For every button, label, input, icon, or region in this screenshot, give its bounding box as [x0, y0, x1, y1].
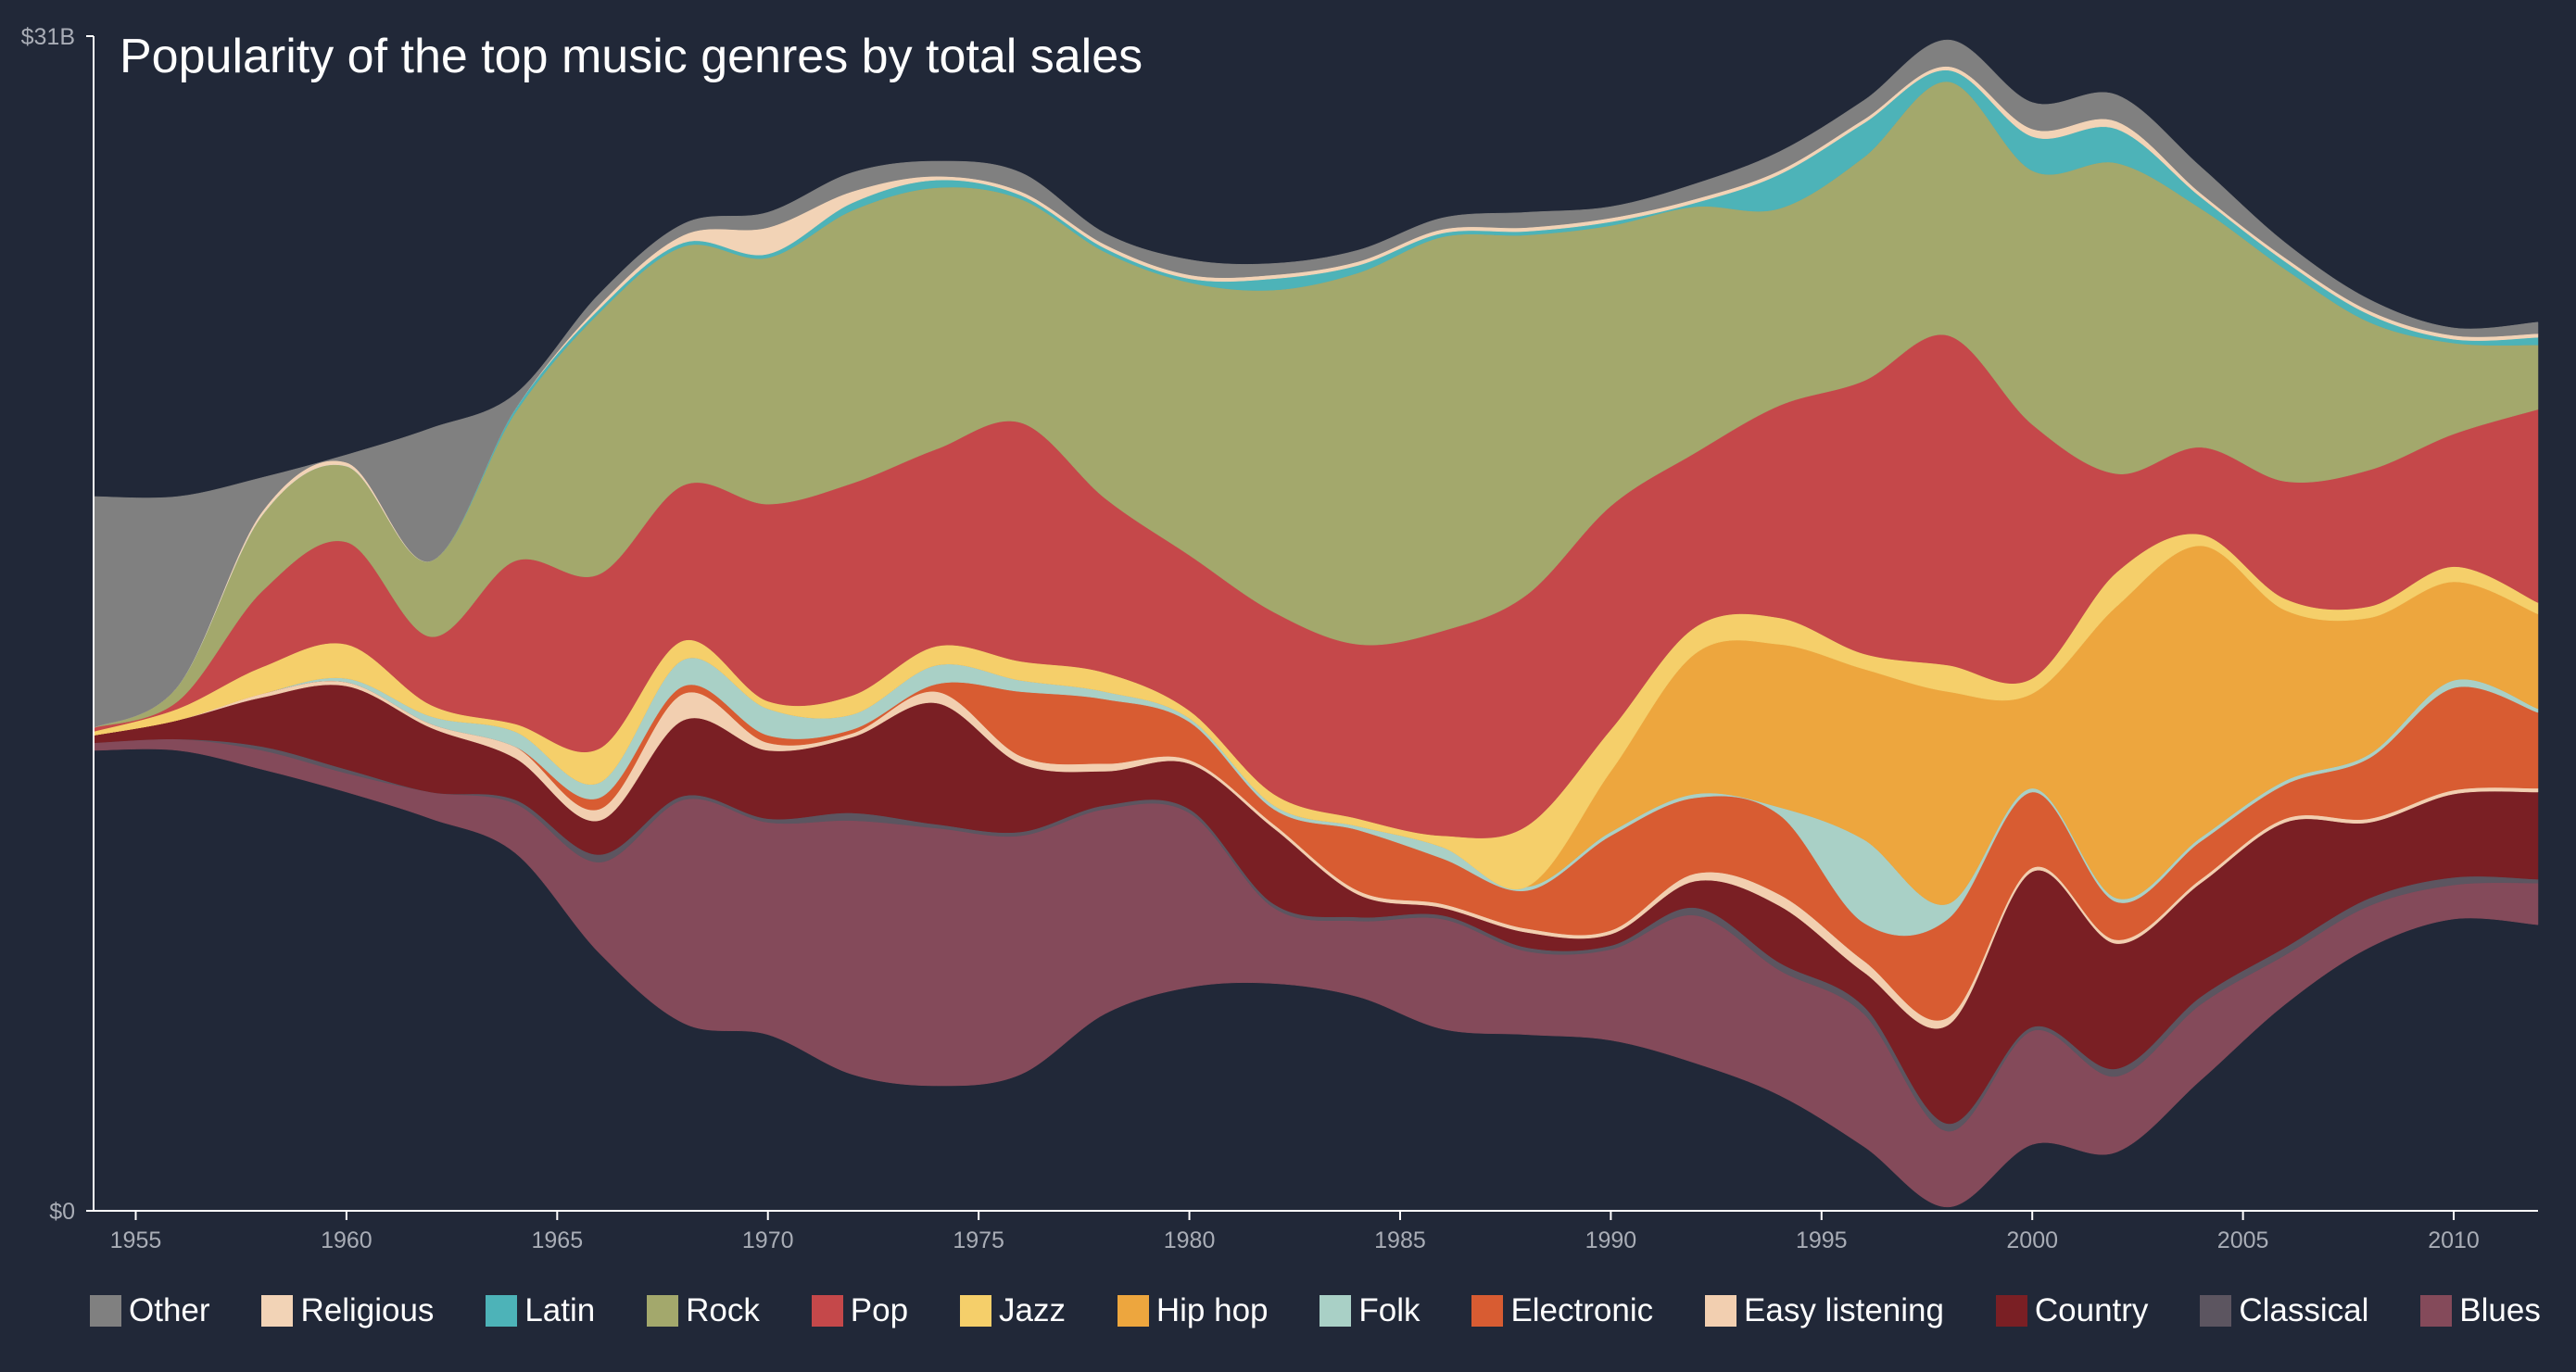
legend-swatch [90, 1295, 121, 1327]
x-tick-label: 1970 [742, 1227, 794, 1253]
legend-swatch [261, 1295, 294, 1327]
legend-label: Country [2034, 1292, 2149, 1328]
x-tick-label: 1995 [1796, 1227, 1848, 1253]
legend-item: Easy listening [1705, 1292, 1944, 1329]
legend-swatch [1471, 1295, 1504, 1327]
legend-label: Other [129, 1292, 210, 1328]
legend-swatch [1320, 1295, 1352, 1327]
legend-label: Hip hop [1155, 1292, 1269, 1328]
y-tick-label: $31B [21, 24, 75, 50]
legend-label: Folk [1358, 1292, 1421, 1328]
legend-swatch [959, 1295, 991, 1327]
chart-title: Popularity of the top music genres by to… [120, 30, 1143, 83]
legend-item: Electronic [1471, 1292, 1653, 1329]
legend-swatch [647, 1295, 679, 1327]
legend: Other Religious Latin Rock Pop Jazz Hip hop Fol… [90, 1290, 2541, 1331]
x-tick-label: 1990 [1585, 1227, 1637, 1253]
legend-item: Hip hop [1117, 1292, 1269, 1329]
y-tick-label: $0 [49, 1199, 75, 1225]
legend-swatch [1995, 1295, 2027, 1327]
legend-label: Easy listening [1744, 1292, 1944, 1328]
legend-item: Rock [647, 1292, 760, 1329]
legend-label: Religious [300, 1292, 435, 1328]
legend-swatch [1705, 1295, 1737, 1327]
x-tick-label: 1960 [321, 1227, 373, 1253]
legend-swatch [2200, 1295, 2232, 1327]
legend-item: Jazz [959, 1292, 1066, 1329]
legend-swatch [811, 1295, 843, 1327]
legend-label: Rock [686, 1292, 760, 1328]
legend-item: Blues [2420, 1292, 2541, 1329]
legend-item: Latin [486, 1292, 595, 1329]
legend-swatch [486, 1295, 518, 1327]
x-tick-label: 2005 [2217, 1227, 2269, 1253]
legend-item: Pop [811, 1292, 909, 1329]
x-tick-label: 1965 [531, 1227, 583, 1253]
x-tick-label: 1985 [1374, 1227, 1426, 1253]
legend-item: Classical [2200, 1292, 2368, 1329]
x-tick-label: 1980 [1164, 1227, 1216, 1253]
x-tick-label: 2010 [2428, 1227, 2480, 1253]
legend-label: Electronic [1510, 1292, 1654, 1328]
x-tick-label: 1955 [110, 1227, 162, 1253]
x-tick-label: 1975 [953, 1227, 1004, 1253]
stream-layer [93, 39, 2539, 728]
legend-item: Religious [261, 1292, 434, 1329]
legend-swatch [2420, 1295, 2453, 1327]
legend-label: Latin [524, 1292, 596, 1328]
legend-label: Pop [850, 1292, 909, 1328]
axes: $0 $31B 1955 1960 1965 1970 1975 1980 1985 1990 19… [21, 24, 2538, 1253]
stream-layers [93, 39, 2539, 1208]
legend-label: Classical [2239, 1292, 2369, 1328]
legend-label: Blues [2459, 1292, 2541, 1328]
x-tick-label: 2000 [2006, 1227, 2058, 1253]
legend-swatch [1117, 1295, 1149, 1327]
legend-item: Other [90, 1292, 210, 1329]
legend-item: Country [1995, 1292, 2149, 1329]
legend-item: Folk [1320, 1292, 1421, 1329]
legend-label: Jazz [998, 1292, 1066, 1328]
